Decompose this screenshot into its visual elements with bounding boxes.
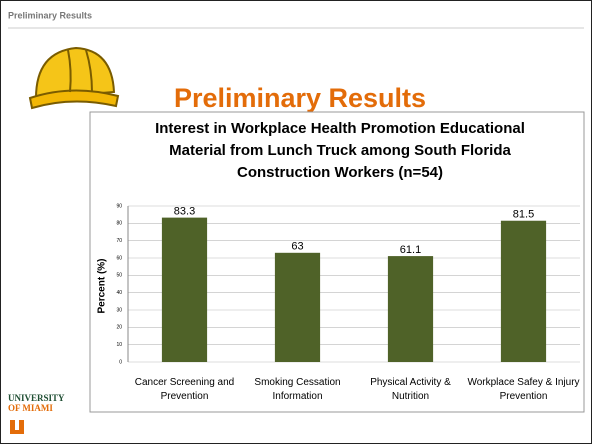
y-tick-label: 40 xyxy=(116,290,122,296)
bar xyxy=(500,220,547,362)
x-tick-label: Smoking Cessation Information xyxy=(254,377,341,402)
bar xyxy=(161,217,208,362)
y-tick-label: 90 xyxy=(116,203,122,209)
y-tick-label: 50 xyxy=(116,273,122,279)
data-label: 81.5 xyxy=(513,209,534,221)
data-label: 83.3 xyxy=(174,206,195,218)
y-tick-label: 20 xyxy=(116,325,122,331)
y-axis-label: Percent (%) xyxy=(97,258,108,313)
hard-hat xyxy=(28,46,120,110)
y-tick-label: 0 xyxy=(119,359,122,365)
bar xyxy=(274,252,321,362)
x-tick-label: Cancer Screening and Prevention xyxy=(134,377,235,402)
bar xyxy=(387,256,434,362)
slide-header: Preliminary Results xyxy=(8,10,92,20)
chart-title: Interest in Workplace Health Promotion E… xyxy=(155,120,525,181)
data-label: 63 xyxy=(291,241,303,253)
logo-mark xyxy=(10,420,24,434)
logo-text: OF MIAMI xyxy=(8,403,53,413)
y-tick-label: 10 xyxy=(116,342,122,348)
data-label: 61.1 xyxy=(400,244,421,256)
x-tick-label: Workplace Safey & Injury Prevention xyxy=(467,377,580,402)
y-tick-label: 60 xyxy=(116,255,122,261)
y-tick-label: 30 xyxy=(116,307,122,313)
logo-text: UNIVERSITY xyxy=(8,393,65,403)
x-tick-label: Physical Activity & Nutrition xyxy=(370,377,451,402)
y-tick-label: 70 xyxy=(116,238,122,244)
y-tick-label: 80 xyxy=(116,221,122,227)
slide-title: Preliminary Results xyxy=(174,83,426,113)
